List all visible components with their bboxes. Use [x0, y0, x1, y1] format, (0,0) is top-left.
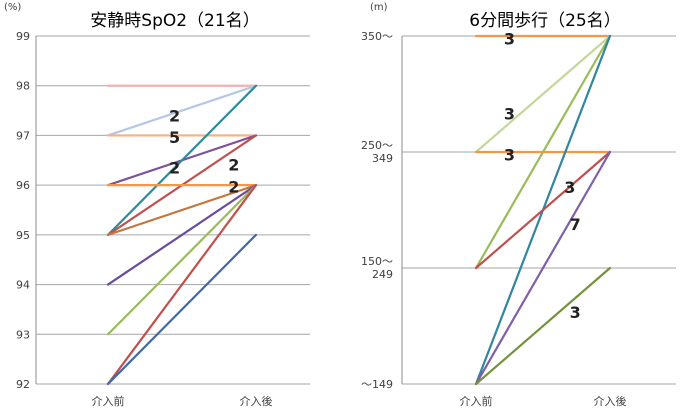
y-tick-label: 99 [16, 30, 30, 43]
series-line [106, 184, 258, 336]
y-tick-label: 92 [16, 378, 30, 391]
unit-label: (%) [4, 2, 21, 13]
x-category-label: 介入後 [594, 394, 627, 408]
y-tick-label: 98 [16, 80, 30, 93]
chart-title: 安静時SpO2（21名） [90, 11, 259, 31]
series-line [474, 150, 612, 386]
series-line [106, 233, 258, 386]
count-label: 3 [504, 145, 515, 164]
series-line [106, 84, 258, 137]
x-category-label: 介入前 [460, 394, 493, 408]
y-tick-label: 94 [16, 279, 30, 292]
x-category-label: 介入前 [92, 394, 125, 408]
count-label: 3 [504, 29, 515, 48]
series-line [106, 84, 258, 236]
count-label: 5 [169, 128, 180, 147]
series-line [106, 184, 258, 286]
count-label: 2 [228, 178, 239, 197]
y-tick-label: 350～ [361, 30, 393, 43]
series-line [474, 34, 612, 154]
y-tick-label: 95 [16, 229, 30, 242]
count-label: 3 [564, 178, 575, 197]
series-line [474, 150, 612, 270]
chart-title: 6分間歩行（25名） [469, 11, 620, 31]
series-line [474, 34, 612, 270]
unit-label: (m) [370, 2, 388, 13]
count-label: 2 [228, 155, 239, 174]
y-tick-label: 150～ 249 [361, 255, 393, 281]
y-tick-label: ～149 [361, 378, 393, 391]
y-tick-label: 97 [16, 129, 30, 142]
series-line [106, 184, 258, 386]
x-category-label: 介入後 [240, 394, 273, 408]
series-line [474, 266, 612, 386]
count-label: 7 [570, 215, 581, 234]
count-label: 3 [504, 105, 515, 124]
y-tick-label: 250～ 349 [361, 139, 393, 165]
series-line [106, 184, 258, 236]
y-tick-label: 93 [16, 328, 30, 341]
count-label: 2 [169, 159, 180, 178]
y-tick-label: 96 [16, 179, 30, 192]
walk-test-chart: 6分間歩行（25名） (m) ～149 150～ 249 250～ 349 350～ 介入前 介入… [361, 2, 676, 408]
spo2-chart: 安静時SpO2（21名） (%) 92 93 94 95 96 97 98 99 介入前 介入後 2 5 2… [4, 2, 310, 408]
count-label: 2 [169, 107, 180, 126]
count-label: 3 [570, 303, 581, 322]
